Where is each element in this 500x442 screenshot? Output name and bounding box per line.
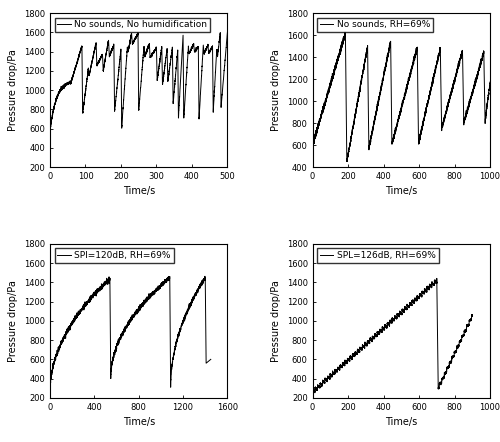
Legend: SPI=120dB, RH=69%: SPI=120dB, RH=69% xyxy=(54,248,174,263)
Y-axis label: Pressure drop/Pa: Pressure drop/Pa xyxy=(271,280,281,362)
Legend: No sounds, RH=69%: No sounds, RH=69% xyxy=(317,18,433,32)
X-axis label: Time/s: Time/s xyxy=(385,417,418,427)
Y-axis label: Pressure drop/Pa: Pressure drop/Pa xyxy=(8,280,18,362)
Y-axis label: Pressure drop/Pa: Pressure drop/Pa xyxy=(8,49,18,131)
X-axis label: Time/s: Time/s xyxy=(385,187,418,197)
X-axis label: Time/s: Time/s xyxy=(122,417,155,427)
Legend: No sounds, No humidification: No sounds, No humidification xyxy=(54,18,210,32)
Legend: SPL=126dB, RH=69%: SPL=126dB, RH=69% xyxy=(317,248,438,263)
Y-axis label: Pressure drop/Pa: Pressure drop/Pa xyxy=(271,49,281,131)
X-axis label: Time/s: Time/s xyxy=(122,187,155,197)
